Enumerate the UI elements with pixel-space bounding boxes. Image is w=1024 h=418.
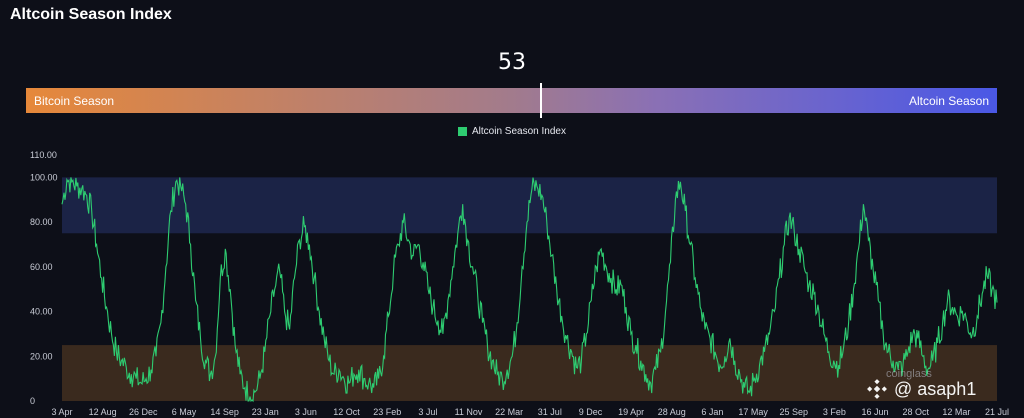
x-tick-label: 16 Jun [862, 407, 889, 417]
x-tick-label: 28 Aug [658, 407, 686, 417]
y-tick-label: 40.00 [30, 307, 53, 317]
bitcoin-season-label: Bitcoin Season [34, 94, 115, 108]
x-tick-label: 28 Oct [902, 407, 929, 417]
x-tick-label: 17 May [738, 407, 768, 417]
legend-label: Altcoin Season Index [472, 126, 566, 137]
y-tick-label: 20.00 [30, 351, 53, 361]
page-title: Altcoin Season Index [10, 6, 172, 23]
x-tick-label: 23 Feb [373, 407, 401, 417]
x-tick-label: 12 Oct [333, 407, 360, 417]
binance-logo-icon [867, 379, 887, 399]
coinglass-watermark: coinglass [886, 368, 932, 380]
altcoin-season-label: Altcoin Season [908, 94, 989, 108]
y-tick-label: 80.00 [30, 217, 53, 227]
band-altcoin-season [62, 177, 997, 234]
x-tick-label: 21 Jul [985, 407, 1009, 417]
y-tick-label: 60.00 [30, 262, 53, 272]
x-tick-label: 3 Apr [51, 407, 72, 417]
current-index-value: 53 [498, 50, 526, 75]
chart-legend[interactable]: Altcoin Season Index [458, 126, 566, 137]
x-tick-label: 3 Jul [418, 407, 437, 417]
x-tick-label: 12 Mar [942, 407, 970, 417]
season-gradient-bar: Bitcoin Season Altcoin Season [26, 88, 997, 113]
watermark-handle: @ asaph1 [894, 378, 977, 399]
x-tick-label: 19 Apr [618, 407, 644, 417]
x-tick-label: 31 Jul [538, 407, 562, 417]
x-tick-label: 3 Feb [823, 407, 846, 417]
x-tick-label: 12 Aug [89, 407, 117, 417]
x-tick-label: 9 Dec [579, 407, 603, 417]
y-tick-label: 0 [30, 396, 35, 406]
x-tick-label: 11 Nov [455, 407, 483, 417]
x-tick-label: 26 Dec [129, 407, 158, 417]
y-tick-label: 110.00 [30, 150, 57, 160]
x-tick-label: 25 Sep [779, 407, 808, 417]
x-tick-label: 14 Sep [210, 407, 239, 417]
legend-swatch [458, 127, 467, 136]
x-tick-label: 22 Mar [495, 407, 523, 417]
x-tick-label: 23 Jan [252, 407, 279, 417]
x-tick-label: 6 May [172, 407, 197, 417]
y-tick-label: 100.00 [30, 172, 58, 182]
watermark: coinglass @ asaph1 [866, 368, 977, 400]
series-line-altcoin-season-index [61, 177, 998, 403]
x-tick-label: 3 Jun [295, 407, 317, 417]
current-value-marker [540, 83, 542, 118]
x-tick-label: 6 Jan [701, 407, 723, 417]
